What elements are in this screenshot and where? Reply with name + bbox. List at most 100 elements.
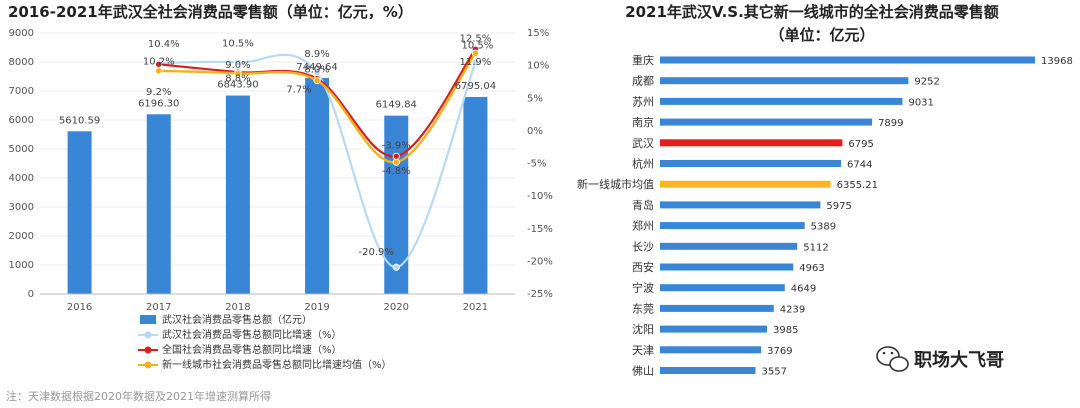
legend-label: 武汉社会消费品零售总额同比增速（%） <box>162 328 342 341</box>
bar <box>67 131 92 294</box>
bar-value-label: 3557 <box>761 367 786 378</box>
series-line <box>158 48 477 158</box>
y2-tick-label: 5% <box>527 93 543 104</box>
y2-tick-label: -20% <box>527 256 553 267</box>
bar-value-label: 4239 <box>780 304 805 315</box>
bar <box>660 284 785 292</box>
wechat-icon <box>876 346 909 372</box>
bar-value-label: 5610.59 <box>59 115 100 126</box>
category-label: 重庆 <box>632 53 654 67</box>
bar <box>660 56 1035 64</box>
series-point <box>392 263 400 271</box>
legend-swatch-marker <box>144 361 152 369</box>
left-x-axis: 2016 2017 2018 2019 2020 2021 <box>40 293 515 313</box>
category-label: 新一线城市均值 <box>577 177 654 191</box>
series-point <box>471 58 480 66</box>
line-value-label: 10.2% <box>143 56 175 67</box>
y-tick-label: 9000 <box>9 28 34 39</box>
bar-value-label: 4963 <box>799 263 824 274</box>
bar <box>305 77 330 294</box>
y2-tick-label: 10% <box>527 61 549 72</box>
bar <box>225 95 250 294</box>
category-label: 成都 <box>632 75 654 88</box>
series-point <box>313 77 321 85</box>
category-label: 宁波 <box>632 281 654 295</box>
bar <box>660 367 756 374</box>
category-label: 杭州 <box>632 157 654 171</box>
series-point <box>392 152 400 160</box>
x-tick-label: 2020 <box>384 302 409 313</box>
category-label: 郑州 <box>632 219 654 233</box>
left-chart-title: 2016-2021年武汉全社会消费品零售额（单位：亿元，%） <box>8 3 413 21</box>
bar <box>660 201 821 209</box>
line-value-label: 7.7% <box>286 85 311 96</box>
bar <box>660 139 843 147</box>
y2-tick-label: -25% <box>527 289 553 300</box>
y-tick-label: 7000 <box>9 86 34 97</box>
right-chart-title-line1: 2021年武汉V.S.其它新一线城市的全社会消费品零售额 <box>625 3 999 21</box>
y-tick-label: 6000 <box>9 115 34 126</box>
bar-value-label: 3985 <box>773 325 798 336</box>
series-point <box>234 69 242 78</box>
bar <box>660 325 767 333</box>
bar <box>660 242 798 250</box>
x-tick-label: 2016 <box>67 302 92 313</box>
y-tick-label: 1000 <box>9 260 34 271</box>
category-label: 青岛 <box>632 198 654 212</box>
left-y-axis: 0 1000 2000 3000 4000 5000 6000 7000 8000 9000 <box>9 28 34 300</box>
line-value-label: 8.0% <box>304 65 329 76</box>
line-value-label: 8.9% <box>304 49 329 60</box>
left-right-y-axis: -25% -20% -15% -10% -5% 0% 5% 10% 15% <box>527 28 553 300</box>
bar-value-label: 7899 <box>878 118 903 129</box>
right-chart: 重庆 13968 成都 9252 苏州 9031 南京 7899 武汉 6795 杭州 6744 新一线… <box>577 53 1073 378</box>
legend-swatch-marker <box>144 346 152 354</box>
category-label: 武汉 <box>632 137 654 150</box>
legend-swatch-bar <box>140 315 156 324</box>
line-value-label: 10.4% <box>148 39 180 50</box>
bar-value-label: 9252 <box>914 77 939 88</box>
bar-value-label: 6196.30 <box>138 98 179 109</box>
category-label: 苏州 <box>632 95 654 108</box>
right-chart-title-line2: （单位：亿元） <box>769 26 874 44</box>
category-label: 天津 <box>632 344 654 357</box>
y2-tick-label: 15% <box>527 28 549 39</box>
bar-value-label: 4649 <box>791 284 816 295</box>
y2-tick-label: -5% <box>527 159 546 170</box>
legend-swatch-marker <box>144 331 152 339</box>
left-legend: 武汉社会消费品零售总额（亿元） 武汉社会消费品零售总额同比增速（%） 全国社会消费品… <box>138 313 392 371</box>
left-grid <box>40 32 515 295</box>
bar-value-label: 6744 <box>847 160 872 171</box>
bar-value-label: 5389 <box>811 222 836 233</box>
category-label: 南京 <box>632 115 654 129</box>
y-tick-label: 8000 <box>9 57 34 68</box>
line-value-label: -20.9% <box>359 247 394 258</box>
x-tick-label: 2018 <box>225 302 250 313</box>
bar <box>660 97 903 105</box>
bar-value-label: 6795 <box>848 139 873 150</box>
series-point <box>155 67 163 75</box>
left-bars <box>67 77 488 295</box>
bar-value-label: 13968 <box>1041 56 1073 67</box>
series-point <box>392 158 400 166</box>
series-point <box>471 49 480 57</box>
y2-tick-label: -10% <box>527 191 553 202</box>
line-value-label: 9.0% <box>225 60 250 71</box>
series-line <box>158 52 477 164</box>
category-label: 东莞 <box>632 302 654 315</box>
line-value-label: 11.9% <box>460 57 492 68</box>
y-tick-label: 5000 <box>9 144 34 155</box>
bar-value-label: 6795.04 <box>455 81 496 92</box>
footnote: 注：天津数据根据2020年数据及2021年增速测算所得 <box>6 389 271 403</box>
y-tick-label: 2000 <box>9 231 34 242</box>
left-lines <box>155 45 480 271</box>
bar <box>660 118 873 126</box>
bar-value-label: 9031 <box>908 97 933 108</box>
watermark-text: 职场大飞哥 <box>914 349 1004 371</box>
y-tick-label: 4000 <box>9 173 34 184</box>
bar-value-label: 6149.84 <box>376 100 417 111</box>
bar <box>660 263 794 271</box>
bar <box>660 346 762 354</box>
legend-label: 新一线城市社会消费品零售总额同比增速均值（%） <box>162 358 392 371</box>
y2-tick-label: -15% <box>527 224 553 235</box>
